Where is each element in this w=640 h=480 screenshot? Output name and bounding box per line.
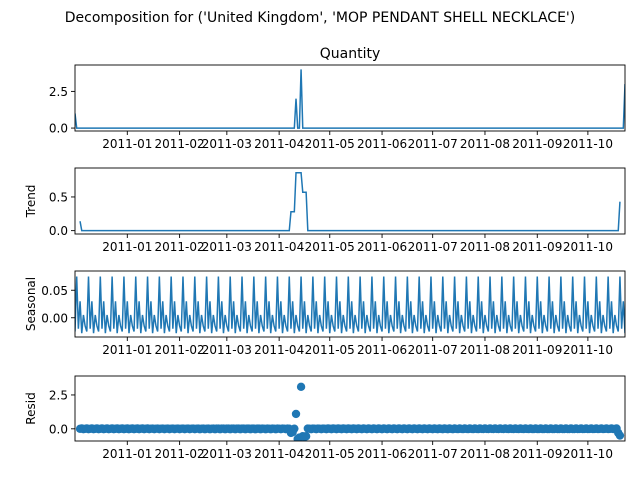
y-tick-label: 0.0 — [49, 422, 68, 436]
figure-suptitle: Decomposition for ('United Kingdom', 'MO… — [65, 10, 575, 26]
x-tick-label: 2011-05 — [305, 137, 355, 151]
y-axis-label: Seasonal — [24, 277, 38, 331]
x-tick-label: 2011-04 — [254, 137, 304, 151]
x-tick-label: 2011-04 — [254, 343, 304, 357]
panel-title: Quantity — [320, 46, 381, 62]
x-tick-label: 2011-08 — [460, 240, 510, 254]
axes-frame — [74, 270, 626, 338]
series-marks — [75, 69, 625, 129]
y-tick-label: 0.0 — [49, 224, 68, 238]
y-axis-label: Resid — [24, 392, 38, 424]
x-tick-label: 2011-09 — [512, 137, 562, 151]
x-tick-label: 2011-05 — [305, 240, 355, 254]
x-tick-label: 2011-01 — [102, 447, 152, 461]
x-tick-label: 2011-02 — [155, 447, 205, 461]
x-tick-label: 2011-05 — [305, 343, 355, 357]
x-tick-label: 2011-10 — [563, 137, 613, 151]
x-tick-label: 2011-09 — [512, 240, 562, 254]
y-tick-label: 2.5 — [49, 388, 68, 402]
x-tick-label: 2011-06 — [357, 447, 407, 461]
series-marks — [75, 276, 625, 334]
x-tick-label: 2011-01 — [102, 343, 152, 357]
x-tick-label: 2011-10 — [563, 447, 613, 461]
x-tick-label: 2011-07 — [408, 343, 458, 357]
y-tick-label: 0.5 — [49, 190, 68, 204]
y-axis-label: Trend — [24, 185, 38, 219]
x-tick-label: 2011-10 — [563, 343, 613, 357]
axes-frame — [74, 375, 626, 442]
x-tick-label: 2011-05 — [305, 447, 355, 461]
x-tick-label: 2011-04 — [254, 447, 304, 461]
resid-point — [615, 431, 625, 440]
x-tick-label: 2011-06 — [357, 343, 407, 357]
x-tick-label: 2011-07 — [408, 137, 458, 151]
x-tick-label: 2011-03 — [202, 137, 252, 151]
x-tick-label: 2011-03 — [202, 240, 252, 254]
x-tick-label: 2011-04 — [254, 240, 304, 254]
x-tick-label: 2011-07 — [408, 240, 458, 254]
x-tick-label: 2011-06 — [357, 240, 407, 254]
x-tick-label: 2011-02 — [155, 240, 205, 254]
x-tick-label: 2011-03 — [202, 343, 252, 357]
x-tick-label: 2011-08 — [460, 447, 510, 461]
x-tick-label: 2011-01 — [102, 240, 152, 254]
x-tick-label: 2011-08 — [460, 137, 510, 151]
y-tick-label: 0.00 — [41, 311, 68, 325]
x-tick-label: 2011-09 — [512, 343, 562, 357]
resid-point — [296, 382, 306, 392]
x-tick-label: 2011-01 — [102, 137, 152, 151]
series-marks — [79, 171, 621, 232]
x-tick-label: 2011-02 — [155, 343, 205, 357]
x-tick-label: 2011-10 — [563, 240, 613, 254]
y-tick-label: 0.05 — [41, 284, 68, 298]
x-tick-label: 2011-02 — [155, 137, 205, 151]
x-tick-label: 2011-08 — [460, 343, 510, 357]
x-tick-label: 2011-07 — [408, 447, 458, 461]
resid-point — [290, 424, 299, 433]
y-tick-label: 2.5 — [49, 85, 68, 99]
y-tick-label: 0.0 — [49, 122, 68, 136]
series-marks — [75, 382, 625, 441]
axes-frame — [74, 64, 626, 132]
series-line — [79, 171, 621, 232]
seasonal-line — [75, 276, 625, 334]
resid-point — [291, 409, 301, 419]
axes-frame — [74, 167, 626, 235]
x-tick-label: 2011-06 — [357, 137, 407, 151]
series-line — [75, 69, 625, 129]
x-tick-label: 2011-09 — [512, 447, 562, 461]
resid-point — [301, 432, 311, 441]
x-tick-label: 2011-03 — [202, 447, 252, 461]
